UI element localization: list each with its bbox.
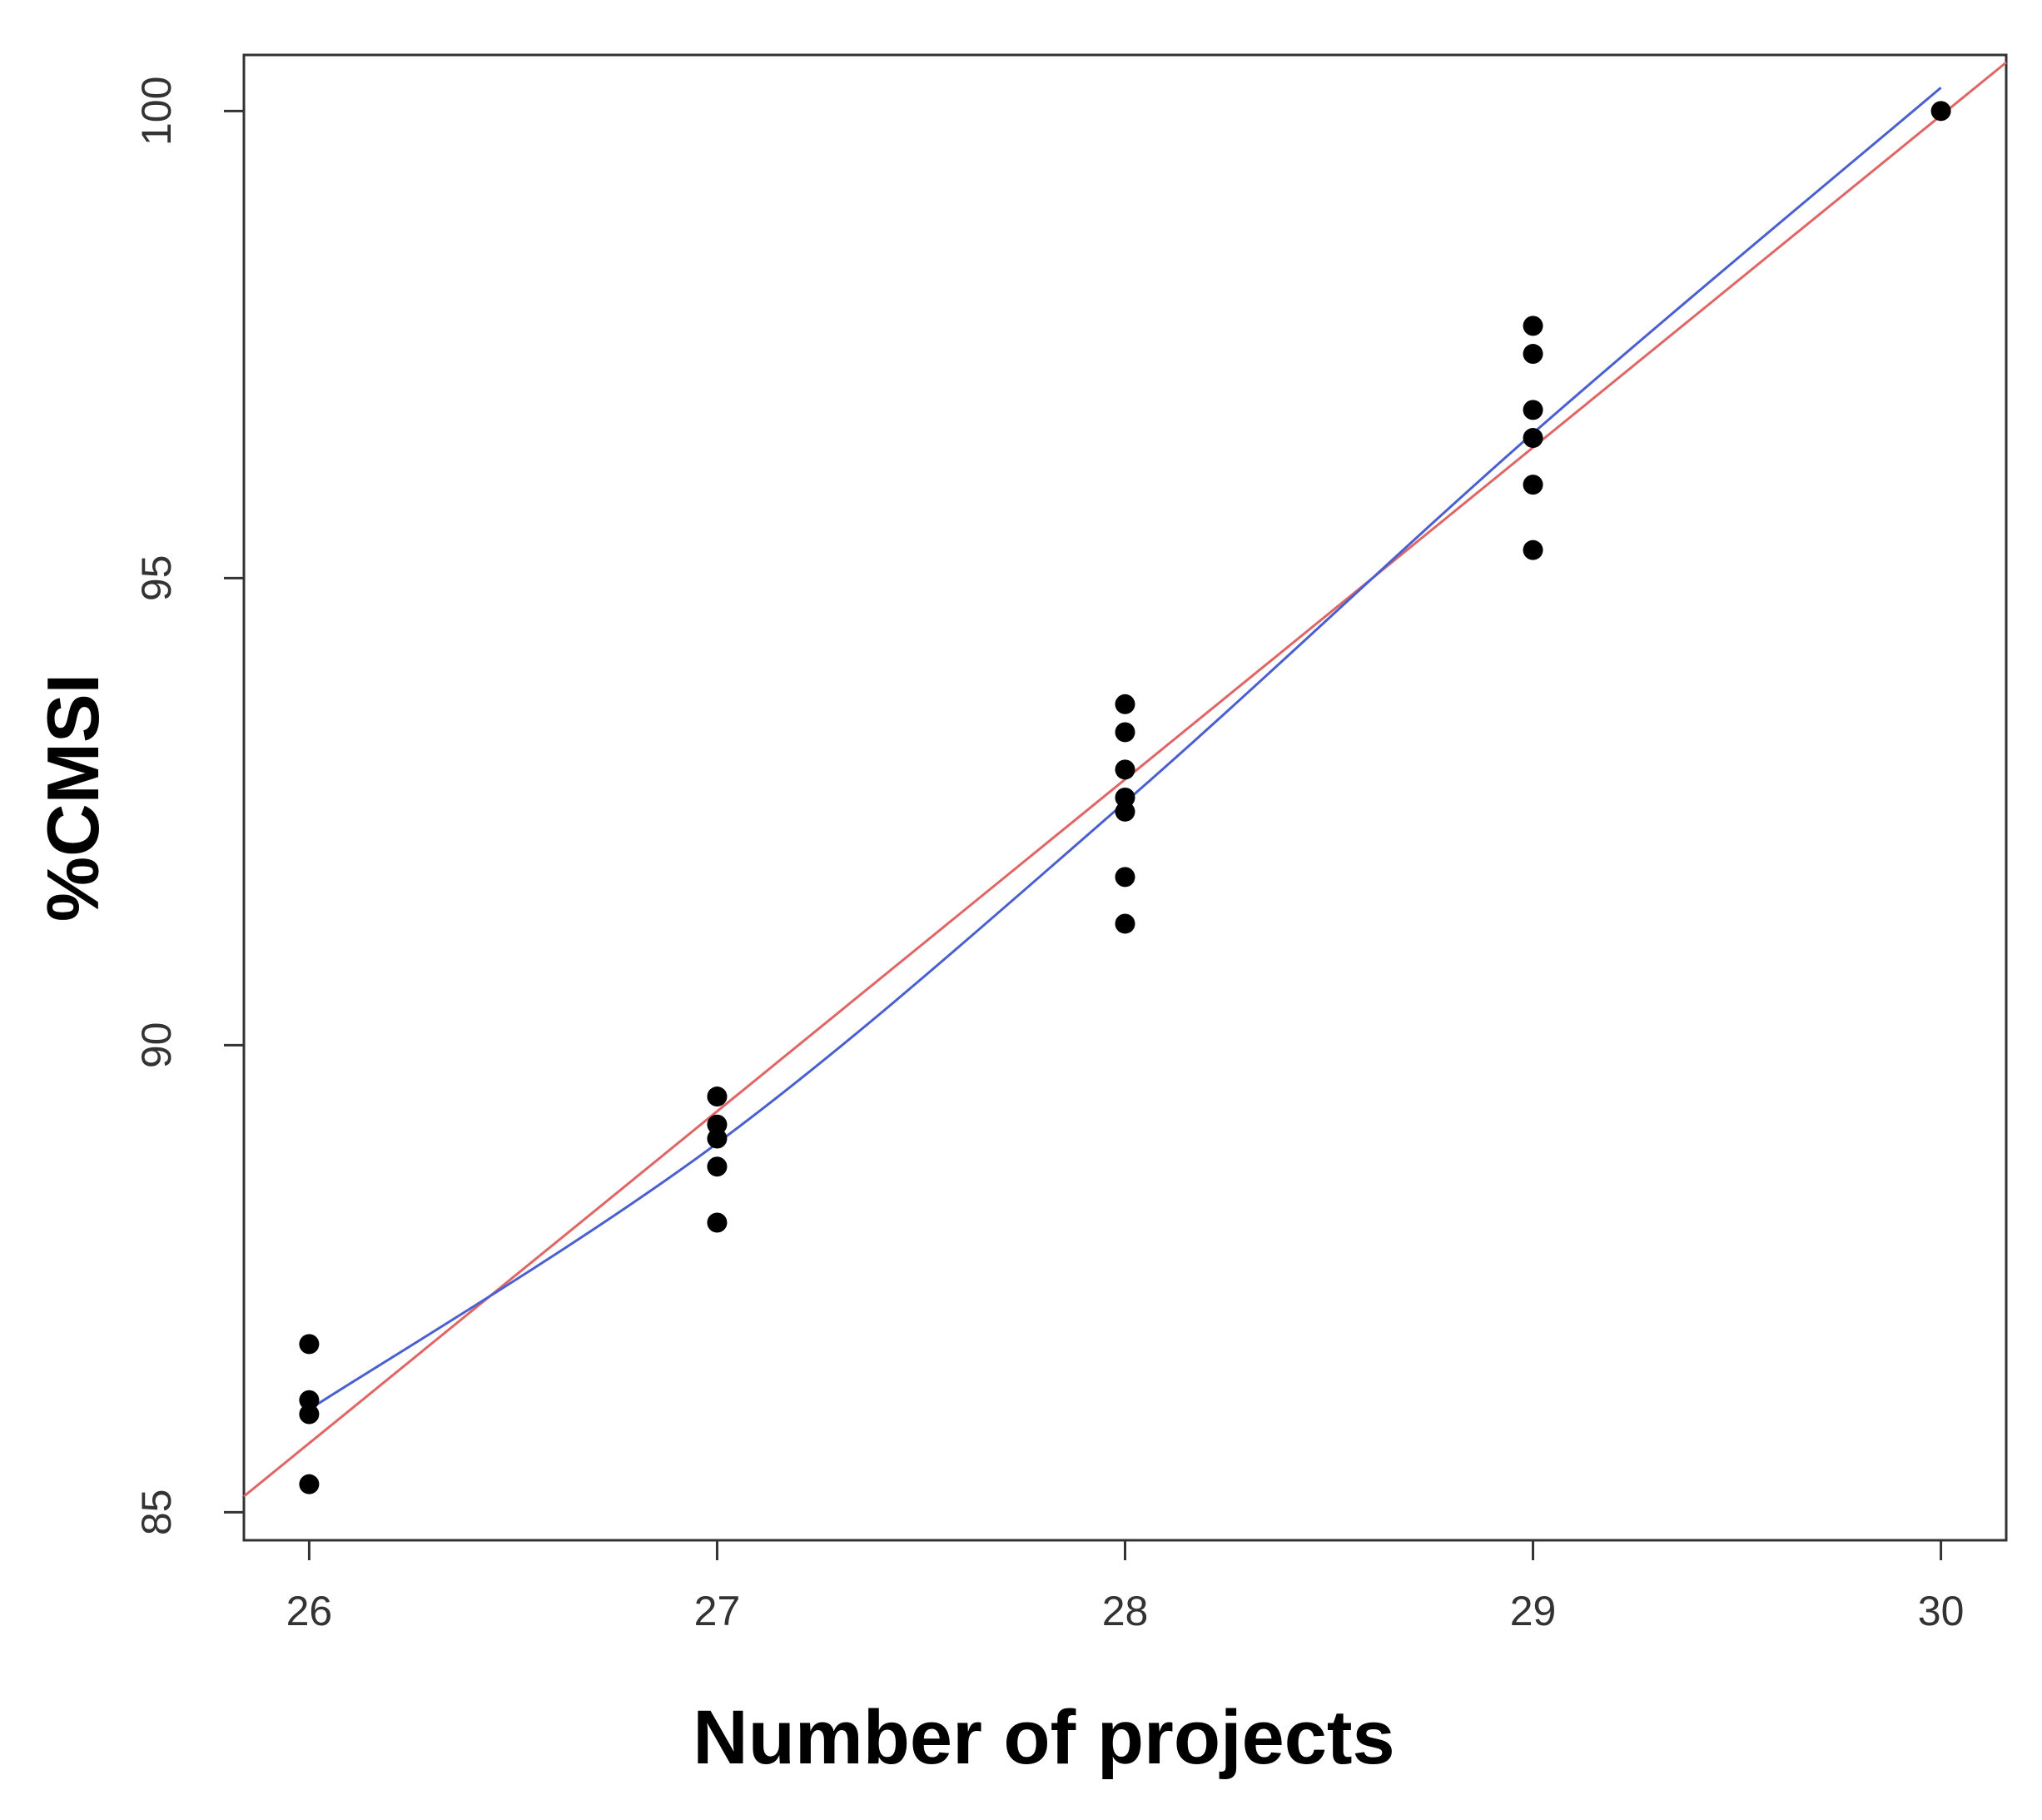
data-point-8 — [707, 1156, 728, 1177]
x-tick-label-28: 28 — [1102, 1588, 1149, 1634]
data-point-11 — [1115, 722, 1135, 743]
data-point-21 — [1523, 475, 1543, 495]
x-axis-title: Number of projects — [693, 1695, 1394, 1780]
data-point-14 — [1115, 801, 1135, 822]
data-point-20 — [1523, 428, 1543, 449]
x-tick-label-27: 27 — [694, 1588, 741, 1634]
y-tick-label-85: 85 — [133, 1489, 180, 1536]
data-point-4 — [299, 1474, 320, 1494]
data-point-10 — [1115, 694, 1135, 714]
data-points — [299, 101, 1951, 1494]
y-tick-label-90: 90 — [133, 1022, 180, 1069]
y-axis: 85 90 95 100 — [133, 77, 244, 1536]
x-tick-label-26: 26 — [286, 1588, 333, 1634]
data-point-19 — [1523, 400, 1543, 420]
y-axis-title: %CMSI — [32, 674, 114, 922]
y-tick-label-95: 95 — [133, 555, 180, 602]
data-point-17 — [1523, 316, 1543, 336]
x-tick-label-30: 30 — [1918, 1588, 1965, 1634]
data-point-5 — [707, 1087, 728, 1107]
data-point-23 — [1930, 101, 1951, 122]
data-point-12 — [1115, 759, 1135, 780]
data-point-1 — [299, 1334, 320, 1355]
y-tick-label-100: 100 — [133, 77, 180, 146]
data-point-15 — [1115, 867, 1135, 888]
x-tick-label-29: 29 — [1510, 1588, 1557, 1634]
data-point-9 — [707, 1212, 728, 1233]
data-point-22 — [1523, 540, 1543, 560]
data-point-7 — [707, 1128, 728, 1149]
data-point-2 — [299, 1390, 320, 1410]
data-point-3 — [299, 1404, 320, 1425]
data-point-6 — [707, 1114, 728, 1135]
data-point-13 — [1115, 788, 1135, 808]
fit-line-2 — [308, 87, 1942, 1411]
x-axis: 26 27 28 29 30 — [286, 1540, 1965, 1634]
data-point-18 — [1523, 344, 1543, 365]
data-point-16 — [1115, 913, 1135, 934]
